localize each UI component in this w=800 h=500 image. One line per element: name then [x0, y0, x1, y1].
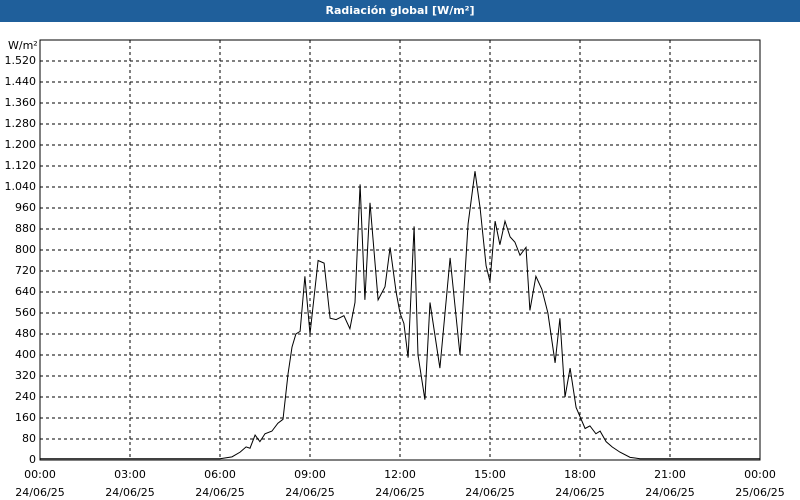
- x-tick-label: 18:00 24/06/25: [555, 468, 605, 499]
- y-tick-label: 1.200: [5, 138, 37, 151]
- y-tick-label: 400: [15, 348, 36, 361]
- y-tick-label: 640: [15, 285, 36, 298]
- x-tick-label: 00:00 25/06/25: [735, 468, 785, 499]
- y-tick-label: 720: [15, 264, 36, 277]
- series-line: [40, 171, 760, 460]
- y-tick-label: 80: [22, 432, 36, 445]
- y-tick-label: 480: [15, 327, 36, 340]
- y-tick-label: 1.360: [5, 96, 37, 109]
- y-tick-label: 1.280: [5, 117, 37, 130]
- y-axis-label: W/m²: [8, 39, 38, 52]
- y-tick-label: 160: [15, 411, 36, 424]
- y-tick-label: 1.520: [5, 54, 37, 67]
- y-tick-label: 0: [29, 453, 36, 466]
- y-tick-label: 1.040: [5, 180, 37, 193]
- x-tick-label: 15:00 24/06/25: [465, 468, 515, 499]
- chart-title: Radiación global [W/m²]: [0, 0, 800, 22]
- y-tick-label: 800: [15, 243, 36, 256]
- x-tick-label: 03:00 24/06/25: [105, 468, 155, 499]
- y-tick-label: 240: [15, 390, 36, 403]
- y-tick-label: 320: [15, 369, 36, 382]
- x-tick-label: 12:00 24/06/25: [375, 468, 425, 499]
- x-tick-label: 00:00 24/06/25: [15, 468, 65, 499]
- x-tick-label: 21:00 24/06/25: [645, 468, 695, 499]
- y-tick-label: 960: [15, 201, 36, 214]
- x-tick-label: 06:00 24/06/25: [195, 468, 245, 499]
- x-tick-label: 09:00 24/06/25: [285, 468, 335, 499]
- y-tick-label: 560: [15, 306, 36, 319]
- y-tick-label: 1.120: [5, 159, 37, 172]
- y-tick-label: 880: [15, 222, 36, 235]
- y-tick-label: 1.440: [5, 75, 37, 88]
